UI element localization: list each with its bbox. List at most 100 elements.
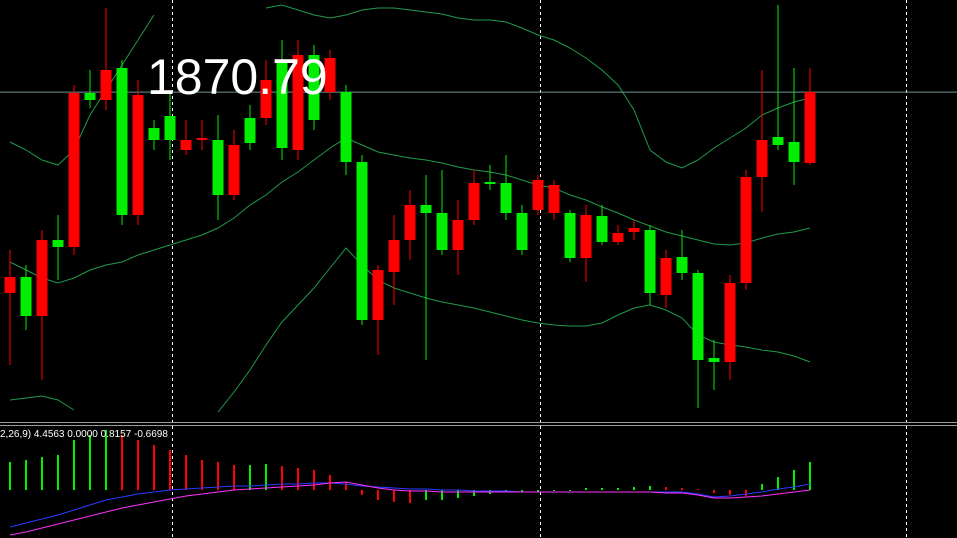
indicator-panel	[9, 430, 811, 536]
candle-body	[676, 257, 688, 273]
histogram-bar	[409, 490, 411, 503]
indicator-line	[9, 247, 811, 413]
candle-body	[20, 277, 32, 316]
histogram-bar	[201, 460, 203, 490]
histogram-bar	[681, 488, 683, 490]
indicator-line	[9, 481, 811, 536]
candle-body	[436, 213, 448, 250]
candle-body	[260, 80, 272, 118]
histogram-bar	[761, 484, 763, 490]
histogram-bar	[457, 490, 459, 498]
candle-body	[660, 258, 672, 295]
candle-body	[228, 145, 240, 195]
candle-body	[292, 55, 304, 150]
histogram-bar	[281, 466, 283, 490]
candle-body	[404, 205, 416, 240]
indicator-line	[9, 482, 811, 528]
histogram-bar	[393, 490, 395, 502]
candle-body	[308, 55, 320, 120]
candle-body	[772, 137, 784, 145]
histogram-bar	[265, 464, 267, 490]
candle-body	[196, 138, 208, 140]
candle-body	[564, 213, 576, 258]
histogram-bar	[73, 440, 75, 490]
histogram-bar	[697, 489, 699, 490]
candle-body	[548, 185, 560, 213]
histogram-bar	[377, 490, 379, 500]
histogram-bar	[153, 445, 155, 490]
histogram-bar	[617, 488, 619, 490]
candle-body	[580, 215, 592, 258]
candle-body	[468, 183, 480, 220]
histogram-bar	[649, 486, 651, 490]
candle-body	[388, 240, 400, 272]
candle-body	[740, 177, 752, 283]
candle-body	[452, 220, 464, 250]
candle-body	[148, 128, 160, 140]
candle-body	[500, 183, 512, 213]
histogram-bar	[553, 490, 555, 491]
candle-body	[324, 58, 336, 92]
histogram-bar	[473, 490, 475, 496]
candle-body	[804, 92, 816, 163]
histogram-bar	[89, 435, 91, 490]
indicator-label: 2,26,9) 4.4563 0.0000 0.8157 -0.6698	[0, 429, 168, 440]
histogram-bar	[297, 468, 299, 490]
histogram-bar	[9, 462, 11, 490]
histogram-bar	[713, 490, 715, 493]
candle-body	[68, 93, 80, 247]
candle-body	[724, 283, 736, 362]
histogram-bar	[793, 470, 795, 490]
histogram-bar	[57, 455, 59, 490]
indicator-line	[9, 137, 811, 284]
histogram-bar	[345, 482, 347, 490]
candle-body	[596, 216, 608, 242]
candle-body	[244, 118, 256, 143]
histogram-bar	[809, 462, 811, 490]
histogram-bar	[537, 490, 539, 492]
candle-body	[4, 277, 16, 293]
histogram-bar	[361, 490, 363, 495]
histogram-bar	[729, 490, 731, 495]
histogram-bar	[441, 490, 443, 500]
candle-body	[612, 233, 624, 242]
histogram-bar	[601, 488, 603, 490]
histogram-bar	[585, 488, 587, 490]
histogram-bar	[665, 487, 667, 490]
histogram-bar	[41, 457, 43, 490]
candle-body	[628, 228, 640, 232]
candle-body	[420, 205, 432, 213]
histogram-bar	[249, 465, 251, 490]
histogram-bar	[745, 490, 747, 496]
histogram-bar	[777, 477, 779, 490]
histogram-bar	[185, 455, 187, 490]
histogram-bar	[105, 430, 107, 490]
candle-body	[532, 180, 544, 210]
candle-body	[276, 60, 288, 148]
current-price-label: 1870.79	[147, 49, 328, 105]
histogram-bar	[521, 490, 523, 492]
candle-body	[756, 140, 768, 177]
histogram-bar	[569, 490, 571, 491]
histogram-bar	[169, 450, 171, 490]
candle-body	[100, 70, 112, 100]
candle-body	[484, 182, 496, 184]
candle-body	[36, 240, 48, 316]
histogram-bar	[25, 460, 27, 490]
candle-body	[180, 140, 192, 150]
histogram-bar	[121, 435, 123, 490]
histogram-bar	[425, 490, 427, 500]
candle-body	[372, 270, 384, 320]
histogram-bar	[233, 465, 235, 490]
indicator-line	[9, 4, 811, 169]
histogram-bar	[217, 462, 219, 490]
candle-body	[52, 240, 64, 247]
candle-body	[340, 92, 352, 162]
candle-body	[212, 140, 224, 195]
candle-body	[788, 142, 800, 162]
histogram-bar	[633, 487, 635, 490]
candle-body	[692, 273, 704, 360]
